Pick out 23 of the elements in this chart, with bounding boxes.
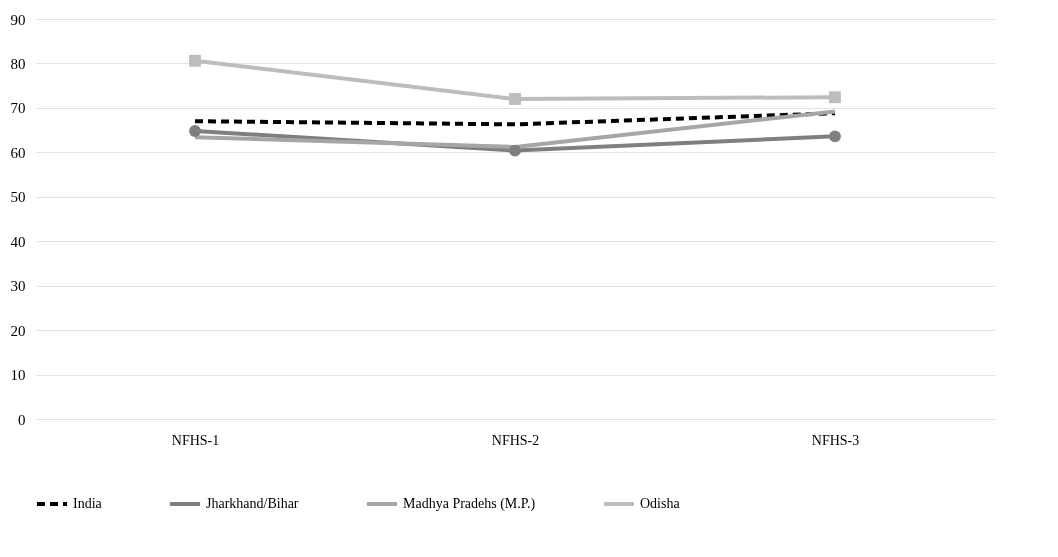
legend-label: Odisha xyxy=(640,496,681,511)
y-tick-label: 20 xyxy=(10,322,26,339)
y-tick-label: 70 xyxy=(10,100,26,117)
x-tick-label: NFHS-3 xyxy=(811,432,860,448)
y-tick-label: 80 xyxy=(10,55,26,72)
x-tick-label: NFHS-1 xyxy=(171,432,220,448)
x-tick-label: NFHS-2 xyxy=(491,432,540,448)
legend-label: India xyxy=(73,496,103,511)
point xyxy=(189,125,201,137)
y-tick-label: 60 xyxy=(10,144,26,161)
point xyxy=(829,91,841,104)
y-tick-label: 40 xyxy=(10,233,26,250)
point xyxy=(189,54,201,67)
y-tick-label: 10 xyxy=(10,367,26,384)
y-tick-label: 30 xyxy=(10,278,26,295)
y-tick-label: 0 xyxy=(18,411,26,428)
point xyxy=(829,130,841,143)
y-tick-label: 50 xyxy=(10,189,26,206)
legend-label: Madhya Pradehs (M.P.) xyxy=(403,496,536,512)
legend-label: Jharkhand/Bihar xyxy=(206,496,299,511)
y-tick-label: 90 xyxy=(10,11,26,28)
point xyxy=(509,144,521,157)
point xyxy=(509,93,521,105)
